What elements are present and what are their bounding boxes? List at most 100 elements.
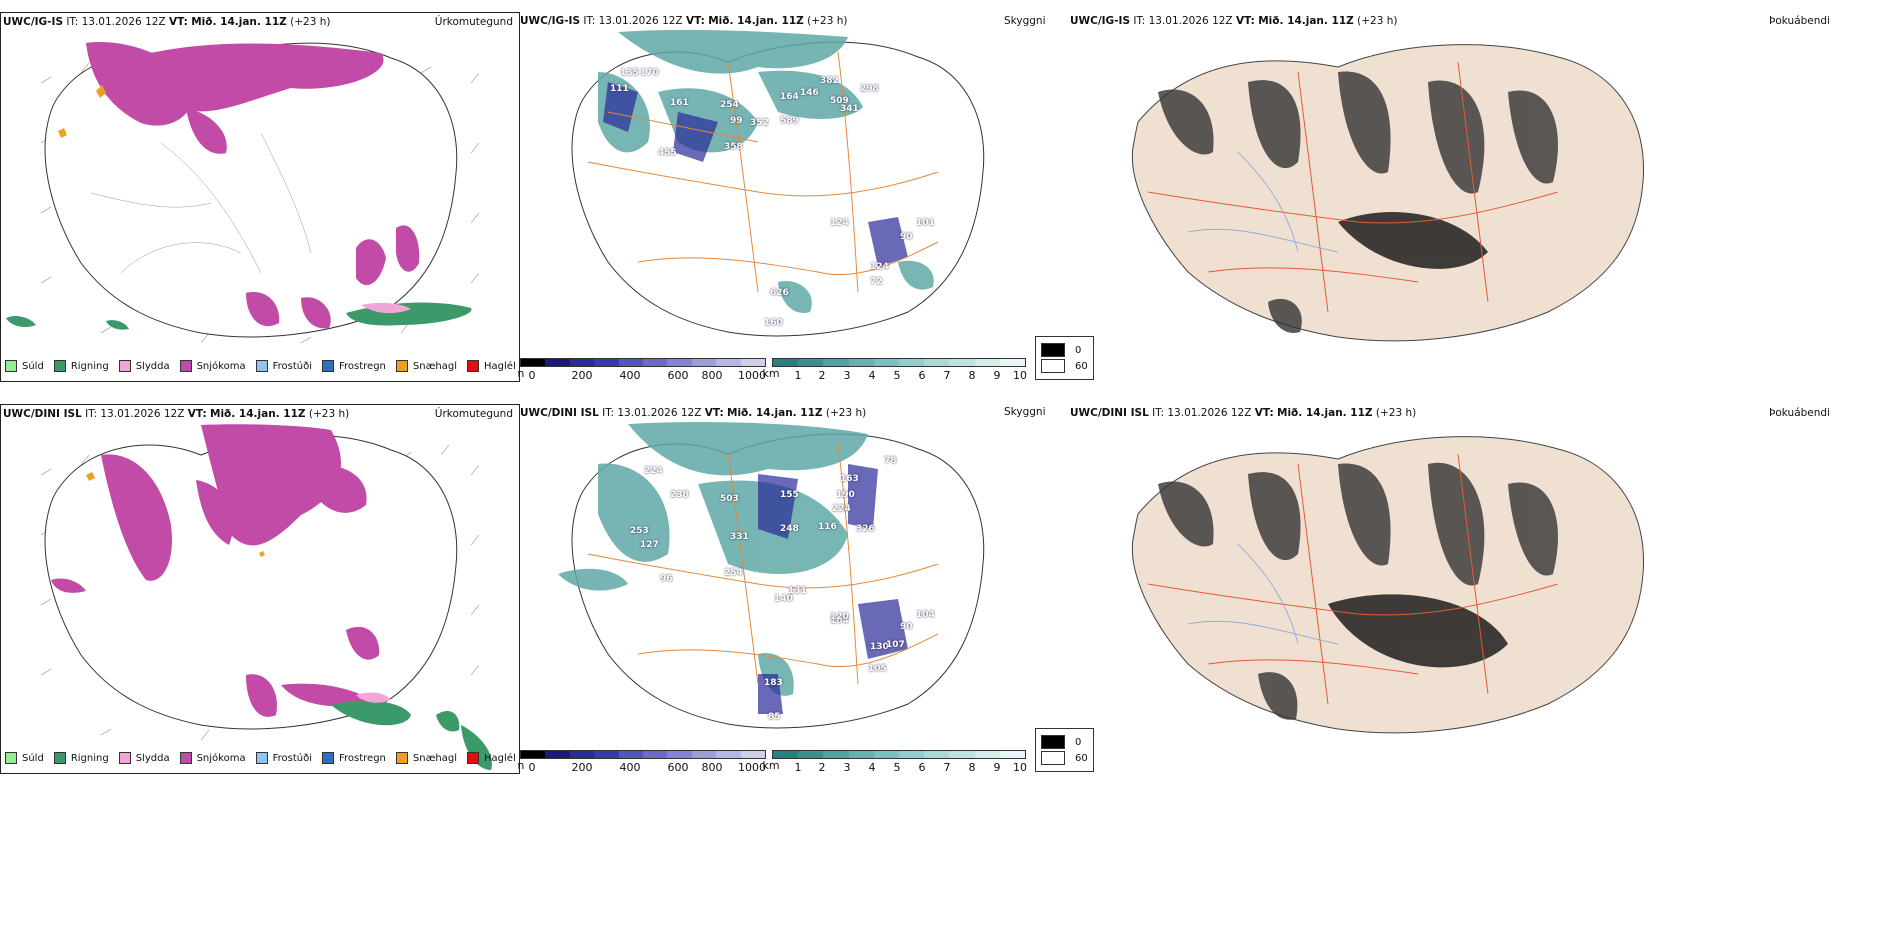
panel-kind-label: Úrkomutegund [434,408,513,420]
fog-panel-top: UWC/IG-IS IT: 13.01.2026 12Z VT: Mið. 14… [1038,12,1868,380]
precip-map-bottom [40,424,492,770]
visibility-colorbar [772,358,1026,367]
vis-label: 503 [720,494,739,504]
legend-item-hail: Haglél [467,360,516,372]
ceiling-scale: m 0 200 400 600 800 1000 [518,750,766,772]
fog-legend-row: 0 [1041,735,1088,749]
visibility-panel-top: UWC/IG-IS IT: 13.01.2026 12Z VT: Mið. 14… [518,12,1038,380]
visibility-map-bottom [558,422,985,729]
vis-label: 146 [800,88,819,98]
vis-label: 589 [780,116,799,126]
vis-label: 105 [868,664,887,674]
vis-label: 124 [870,262,889,272]
vis-label: 101 [916,218,935,228]
legend-item-hail: Haglél [467,752,516,764]
vis-label: 116 [818,522,837,532]
vis-label: 358 [724,142,743,152]
fog-legend-top: 0 60 [1035,336,1094,380]
vis-label: 341 [840,104,859,114]
vis-label: 183 [764,678,783,688]
visibility-kind-label: Skyggni [1004,15,1046,27]
fog-legend-row: 60 [1041,359,1088,373]
legend-item-sleet: Slydda [118,360,170,372]
legend-item-freezing-rain: Frostregn [322,752,386,764]
vis-label: 85 [768,712,781,722]
vis-label: 224 [832,504,851,514]
panel-kind-label: Þokuábendi [1769,407,1830,419]
fog-panel-bottom: UWC/DINI ISL IT: 13.01.2026 12Z VT: Mið.… [1038,404,1868,772]
vis-label: 90 [900,622,913,632]
vis-label: 331 [730,532,749,542]
vis-label: 155 [780,490,799,500]
panel-kind-label: Úrkomutegund [434,16,513,28]
vis-label: 135 [620,68,639,78]
vis-label: 298 [860,84,879,94]
vis-label: 164 [780,92,799,102]
vis-label: 130 [870,642,889,652]
vis-label: 140 [774,594,793,604]
panel-header: UWC/IG-IS IT: 13.01.2026 12Z VT: Mið. 14… [1070,15,1398,27]
vis-label: 170 [640,68,659,78]
vis-label: 382 [820,76,839,86]
vis-label: 164 [830,616,849,626]
legend-item-graupel: Snæhagl [395,752,457,764]
visibility-colorbar [772,750,1026,759]
vis-label: 626 [770,288,789,298]
vis-label: 160 [764,318,783,328]
vis-label: 455 [658,148,677,158]
vis-label: 124 [830,218,849,228]
vis-label: 253 [630,526,649,536]
legend-item-freezing-rain: Frostregn [322,360,386,372]
precip-legend: Súld Rigning Slydda Snjókoma Frostúði Fr… [5,360,519,372]
legend-item-drizzle: Súld [5,360,44,372]
vis-label: 111 [610,84,629,94]
vis-label: 104 [916,610,935,620]
legend-item-graupel: Snæhagl [395,360,457,372]
visibility-map-top [571,29,985,337]
panel-header: UWC/DINI ISL IT: 13.01.2026 12Z VT: Mið.… [1070,407,1417,419]
legend-item-snow: Snjókoma [179,360,246,372]
vis-label: 96 [660,574,673,584]
vis-label: 254 [724,568,743,578]
vis-label: 254 [720,100,739,110]
vis-label: 120 [830,612,849,622]
vis-label: 127 [640,540,659,550]
legend-item-sleet: Slydda [118,752,170,764]
panel-header: UWC/IG-IS IT: 13.01.2026 12Z VT: Mið. 14… [3,16,331,28]
legend-item-rain: Rigning [53,752,109,764]
ceiling-colorbar [520,358,766,367]
fog-map-top [1131,44,1645,342]
vis-label: 352 [750,118,769,128]
vis-label: 224 [644,466,663,476]
vis-label: 131 [788,586,807,596]
vis-label: 190 [836,490,855,500]
vis-label: 163 [840,474,859,484]
legend-item-snow: Snjókoma [179,752,246,764]
vis-label: 78 [884,456,897,466]
iceland-outline [1131,436,1645,734]
panel-kind-label: Þokuábendi [1769,15,1830,27]
fog-legend-row: 60 [1041,751,1088,765]
vis-label: 161 [670,98,689,108]
visibility-panel-bottom: UWC/DINI ISL IT: 13.01.2026 12Z VT: Mið.… [518,404,1038,772]
vis-label: 90 [900,232,913,242]
legend-item-freezing-drizzle: Frostúði [255,360,312,372]
legend-item-rain: Rigning [53,360,109,372]
fog-legend-bottom: 0 60 [1035,728,1094,772]
precip-type-panel-top: UWC/IG-IS IT: 13.01.2026 12Z VT: Mið. 14… [0,12,520,382]
visibility-kind-label: Skyggni [1004,406,1046,418]
precip-map-top [6,42,480,344]
vis-label: 326 [856,524,875,534]
precip-legend: Súld Rigning Slydda Snjókoma Frostúði Fr… [5,752,519,764]
vis-label: 107 [886,640,905,650]
panel-header: UWC/IG-IS IT: 13.01.2026 12Z VT: Mið. 14… [520,15,848,27]
visibility-scale: km 1 2 3 4 5 6 7 8 9 10 [762,358,1027,380]
fog-legend-row: 0 [1041,343,1088,357]
vis-label: 509 [830,96,849,106]
iceland-outline [1131,44,1645,342]
precip-type-panel-bottom: UWC/DINI ISL IT: 13.01.2026 12Z VT: Mið.… [0,404,520,774]
visibility-scale: km 1 2 3 4 5 6 7 8 9 10 [762,750,1027,772]
fog-map-bottom [1131,436,1645,734]
legend-item-freezing-drizzle: Frostúði [255,752,312,764]
ceiling-colorbar [520,750,766,759]
